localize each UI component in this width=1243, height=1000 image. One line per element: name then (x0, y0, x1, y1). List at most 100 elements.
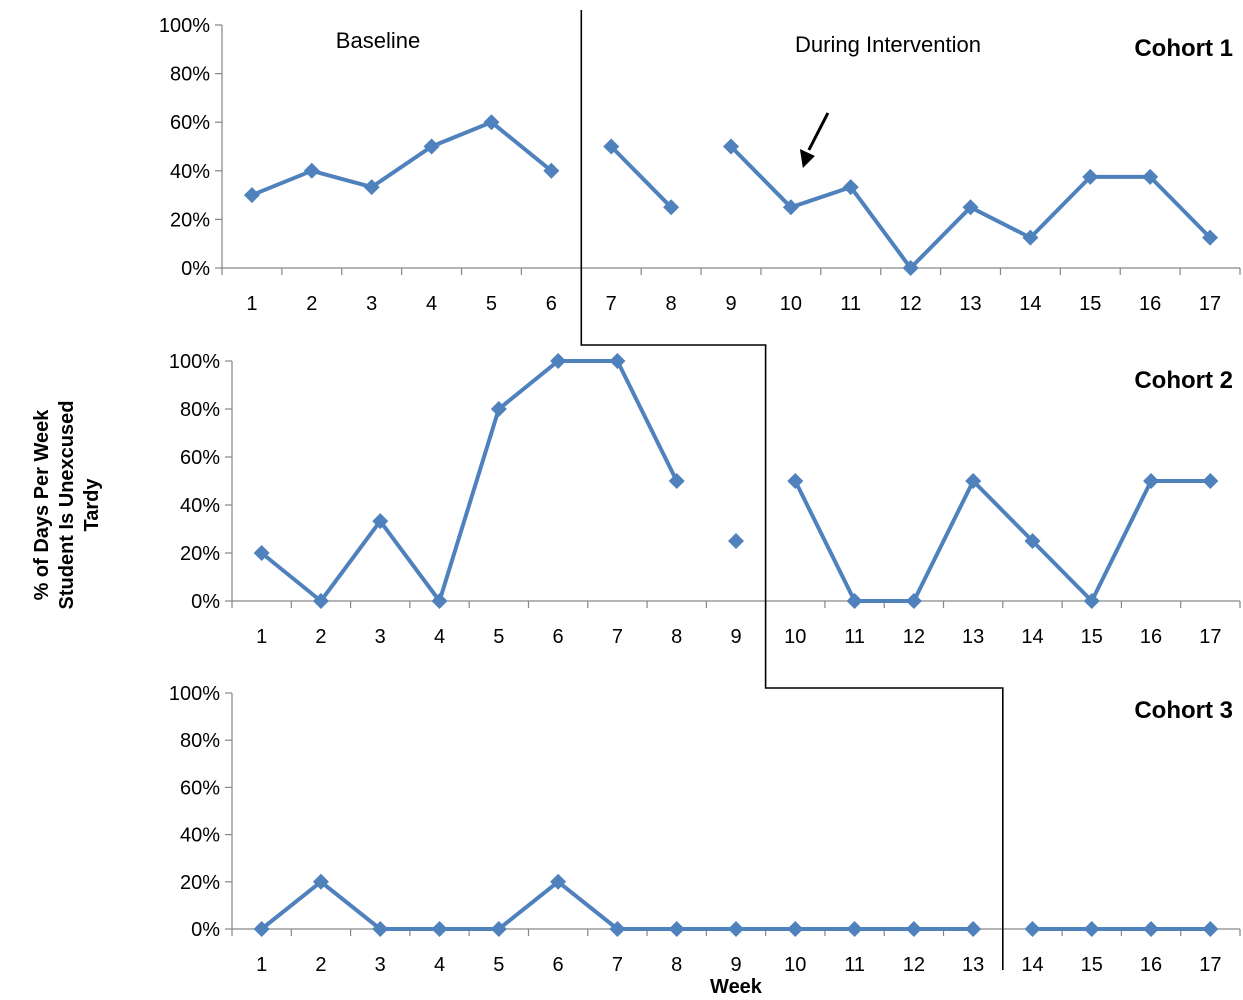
data-point-marker (1022, 229, 1039, 246)
y-axis-title-line: % of Days Per Week (31, 409, 53, 601)
y-tick-label: 100% (169, 683, 220, 705)
data-point-marker (490, 401, 507, 417)
x-tick-label: 11 (840, 293, 861, 315)
data-point-marker (490, 921, 507, 937)
data-point-marker (1024, 921, 1041, 937)
data-point-marker (372, 513, 389, 530)
data-point-marker (782, 199, 799, 216)
x-tick-label: 14 (1021, 626, 1043, 648)
data-point-marker (902, 260, 919, 276)
annotation-arrow-shaft (807, 112, 830, 151)
data-point-marker (846, 593, 863, 609)
x-tick-label: 12 (903, 954, 925, 976)
phase-label-intervention: During Intervention (795, 32, 981, 57)
x-tick-label: 7 (612, 626, 623, 648)
x-tick-label: 14 (1021, 954, 1043, 976)
x-tick-label: 3 (375, 626, 386, 648)
data-point-marker (905, 921, 922, 937)
x-tick-label: 9 (725, 293, 736, 315)
y-tick-label: 100% (169, 351, 220, 373)
y-axis-title-line: Tardy (81, 478, 103, 532)
data-point-marker (603, 138, 620, 155)
data-point-marker (846, 921, 863, 937)
cohort-title: Cohort 3 (1134, 697, 1233, 724)
data-point-marker (243, 187, 260, 204)
x-tick-label: 16 (1140, 954, 1162, 976)
data-point-marker (962, 199, 979, 216)
y-tick-label: 0% (191, 591, 220, 613)
y-tick-label: 20% (180, 543, 220, 565)
y-tick-label: 40% (180, 495, 220, 517)
x-tick-label: 12 (900, 293, 922, 315)
data-point-marker (1082, 168, 1099, 185)
x-tick-label: 3 (366, 293, 377, 315)
x-tick-label: 4 (434, 626, 445, 648)
x-tick-label: 7 (606, 293, 617, 315)
data-point-marker (1142, 168, 1159, 185)
data-point-marker (1143, 921, 1160, 937)
x-tick-label: 11 (844, 954, 865, 976)
data-point-marker (312, 873, 329, 890)
x-tick-label: 7 (612, 954, 623, 976)
cohort-title: Cohort 1 (1134, 35, 1233, 62)
x-tick-label: 15 (1079, 293, 1101, 315)
phase-label-baseline: Baseline (336, 28, 420, 53)
data-point-marker (668, 473, 685, 489)
x-tick-label: 13 (962, 626, 984, 648)
x-tick-label: 2 (315, 626, 326, 648)
data-point-marker (905, 593, 922, 609)
x-tick-label: 9 (730, 954, 741, 976)
y-tick-label: 60% (180, 447, 220, 469)
y-tick-label: 60% (170, 112, 210, 134)
y-tick-label: 20% (180, 872, 220, 894)
y-tick-label: 100% (159, 15, 210, 37)
x-tick-label: 3 (375, 954, 386, 976)
data-point-marker (550, 873, 567, 890)
x-tick-label: 17 (1199, 626, 1221, 648)
data-point-marker (663, 199, 680, 216)
y-tick-label: 40% (170, 161, 210, 183)
data-point-marker (787, 473, 804, 489)
x-tick-label: 13 (962, 954, 984, 976)
x-tick-label: 17 (1199, 954, 1221, 976)
y-tick-label: 60% (180, 777, 220, 799)
data-point-marker (1202, 921, 1219, 937)
data-point-marker (423, 138, 440, 155)
x-tick-label: 5 (493, 626, 504, 648)
x-tick-label: 1 (246, 293, 257, 315)
x-tick-label: 15 (1081, 626, 1103, 648)
series-line-segment (793, 479, 1211, 603)
x-tick-label: 9 (730, 626, 741, 648)
x-tick-label: 14 (1019, 293, 1041, 315)
x-tick-label: 10 (784, 626, 806, 648)
x-tick-label: 15 (1081, 954, 1103, 976)
data-point-marker (372, 921, 389, 937)
data-point-marker (1143, 473, 1160, 489)
data-point-marker (1202, 229, 1219, 246)
data-point-marker (728, 921, 744, 937)
data-point-marker (787, 921, 804, 937)
data-point-marker (965, 921, 982, 937)
data-point-marker (1083, 921, 1100, 937)
y-tick-label: 80% (170, 64, 210, 86)
data-point-marker (842, 179, 859, 196)
x-tick-label: 11 (844, 626, 865, 648)
x-tick-label: 4 (434, 954, 445, 976)
cohort-title: Cohort 2 (1134, 367, 1233, 394)
data-point-marker (550, 353, 567, 369)
y-tick-label: 0% (181, 258, 210, 280)
data-point-marker (312, 593, 329, 609)
x-tick-label: 6 (553, 954, 564, 976)
data-point-marker (431, 593, 448, 609)
x-tick-label: 6 (553, 626, 564, 648)
x-tick-label: 16 (1139, 293, 1161, 315)
x-tick-label: 12 (903, 626, 925, 648)
x-tick-label: 2 (306, 293, 317, 315)
x-tick-label: 5 (493, 954, 504, 976)
data-point-marker (965, 473, 982, 489)
data-point-marker (253, 921, 270, 937)
data-point-marker (1083, 593, 1100, 609)
x-tick-label: 8 (671, 954, 682, 976)
